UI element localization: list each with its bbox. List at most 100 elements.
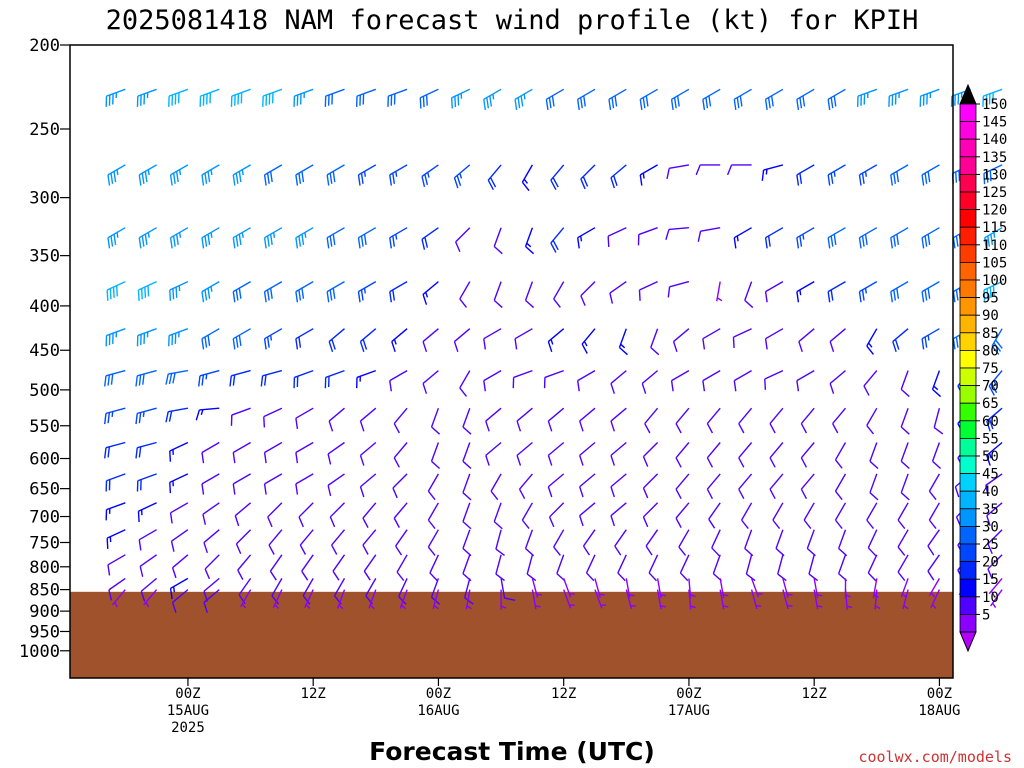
wind-barb [324, 369, 345, 389]
wind-barb [678, 529, 690, 556]
y-tick-label: 250 [29, 120, 60, 140]
wind-barb [462, 554, 472, 582]
wind-barb [516, 407, 533, 432]
wind-barb [576, 227, 596, 249]
wind-barb [327, 473, 345, 497]
wind-barb [858, 227, 878, 249]
wind-barb [688, 589, 696, 610]
wind-barb [813, 578, 823, 599]
wind-barb [204, 554, 220, 580]
wind-barb [869, 442, 879, 469]
wind-barb [337, 589, 346, 610]
wind-barb [514, 88, 533, 111]
wind-barb [263, 441, 283, 464]
wind-barb [105, 328, 126, 347]
y-tick-label: 300 [29, 189, 60, 209]
wind-barb [706, 442, 721, 468]
wind-barb [493, 281, 503, 309]
wind-barb [143, 589, 158, 608]
x-tick-label: 12Z [301, 686, 326, 702]
wind-barb [744, 281, 754, 309]
wind-barb [719, 578, 729, 599]
credit-link[interactable]: coolwx.com/models [858, 748, 1012, 766]
wind-barb [427, 529, 440, 556]
wind-barb [928, 473, 941, 501]
wind-barb [547, 473, 565, 498]
wind-barb [302, 578, 314, 605]
wind-barb [796, 369, 815, 392]
wind-barb [391, 328, 408, 353]
wind-barb [272, 589, 283, 609]
wind-barb [919, 88, 940, 107]
colorbar-label: 90 [982, 308, 999, 324]
y-tick-label: 600 [29, 450, 60, 470]
wind-barb [738, 473, 753, 500]
wind-barb [136, 328, 157, 347]
wind-barb [393, 502, 408, 528]
wind-barb [719, 589, 729, 610]
wind-barb [465, 589, 472, 610]
wind-barb [462, 442, 472, 469]
wind-barb [267, 502, 283, 528]
wind-barb [512, 369, 533, 389]
wind-barb [985, 473, 1003, 497]
wind-barb [392, 473, 408, 499]
wind-barb [430, 442, 441, 469]
wind-barb [900, 370, 910, 398]
wind-barb [524, 281, 535, 309]
wind-barb [928, 578, 941, 598]
wind-barb [608, 88, 627, 111]
colorbar-label: 70 [982, 379, 999, 395]
wind-barb [806, 529, 816, 557]
wind-barb [495, 554, 505, 582]
wind-barb [359, 441, 377, 466]
wind-barb [169, 502, 189, 524]
wind-barb [930, 589, 941, 609]
wind-barb [625, 578, 635, 599]
y-tick-label: 700 [29, 508, 60, 528]
wind-barb [645, 529, 659, 556]
wind-barb [808, 554, 819, 582]
wind-barb [459, 281, 471, 308]
colorbar-label: 5 [982, 607, 990, 623]
wind-barb [104, 441, 126, 459]
wind-barb [357, 227, 377, 249]
wind-barb [201, 473, 220, 495]
colorbar-label: 20 [982, 555, 999, 571]
wind-barb [171, 554, 189, 579]
wind-barb [201, 227, 220, 249]
colorbar-swatch [959, 578, 977, 598]
y-tick-label: 550 [29, 417, 60, 437]
wind-barb [726, 164, 752, 176]
wind-barb [104, 407, 126, 425]
wind-barb [399, 589, 408, 610]
wind-barb [827, 280, 846, 303]
x-tick-label: 15AUG [167, 703, 209, 719]
wind-barb [135, 441, 157, 459]
wind-barb [547, 407, 565, 432]
wind-barb [230, 407, 251, 426]
colorbar-label: 150 [982, 97, 1007, 113]
wind-barb [295, 473, 314, 495]
wind-barb [867, 529, 878, 557]
wind-barb [521, 502, 534, 530]
wind-barb [427, 502, 440, 530]
colorbar-swatch [959, 367, 977, 387]
wind-barb [800, 442, 815, 468]
wind-barb [328, 328, 345, 353]
colorbar-swatch [959, 244, 977, 263]
wind-barb [362, 502, 377, 528]
wind-barb [764, 280, 784, 303]
colorbar-swatch [959, 279, 977, 299]
wind-barb [295, 164, 314, 186]
plot-frame [69, 44, 954, 679]
wind-barb [921, 328, 940, 350]
colorbar-swatch [959, 508, 977, 527]
wind-barb [168, 88, 189, 107]
y-tick-label: 850 [29, 581, 60, 601]
wind-barb [667, 280, 690, 298]
wind-barb [106, 529, 126, 549]
colorbar-label: 35 [982, 502, 999, 518]
wind-barb [733, 88, 752, 111]
colorbar-label: 80 [982, 343, 999, 359]
